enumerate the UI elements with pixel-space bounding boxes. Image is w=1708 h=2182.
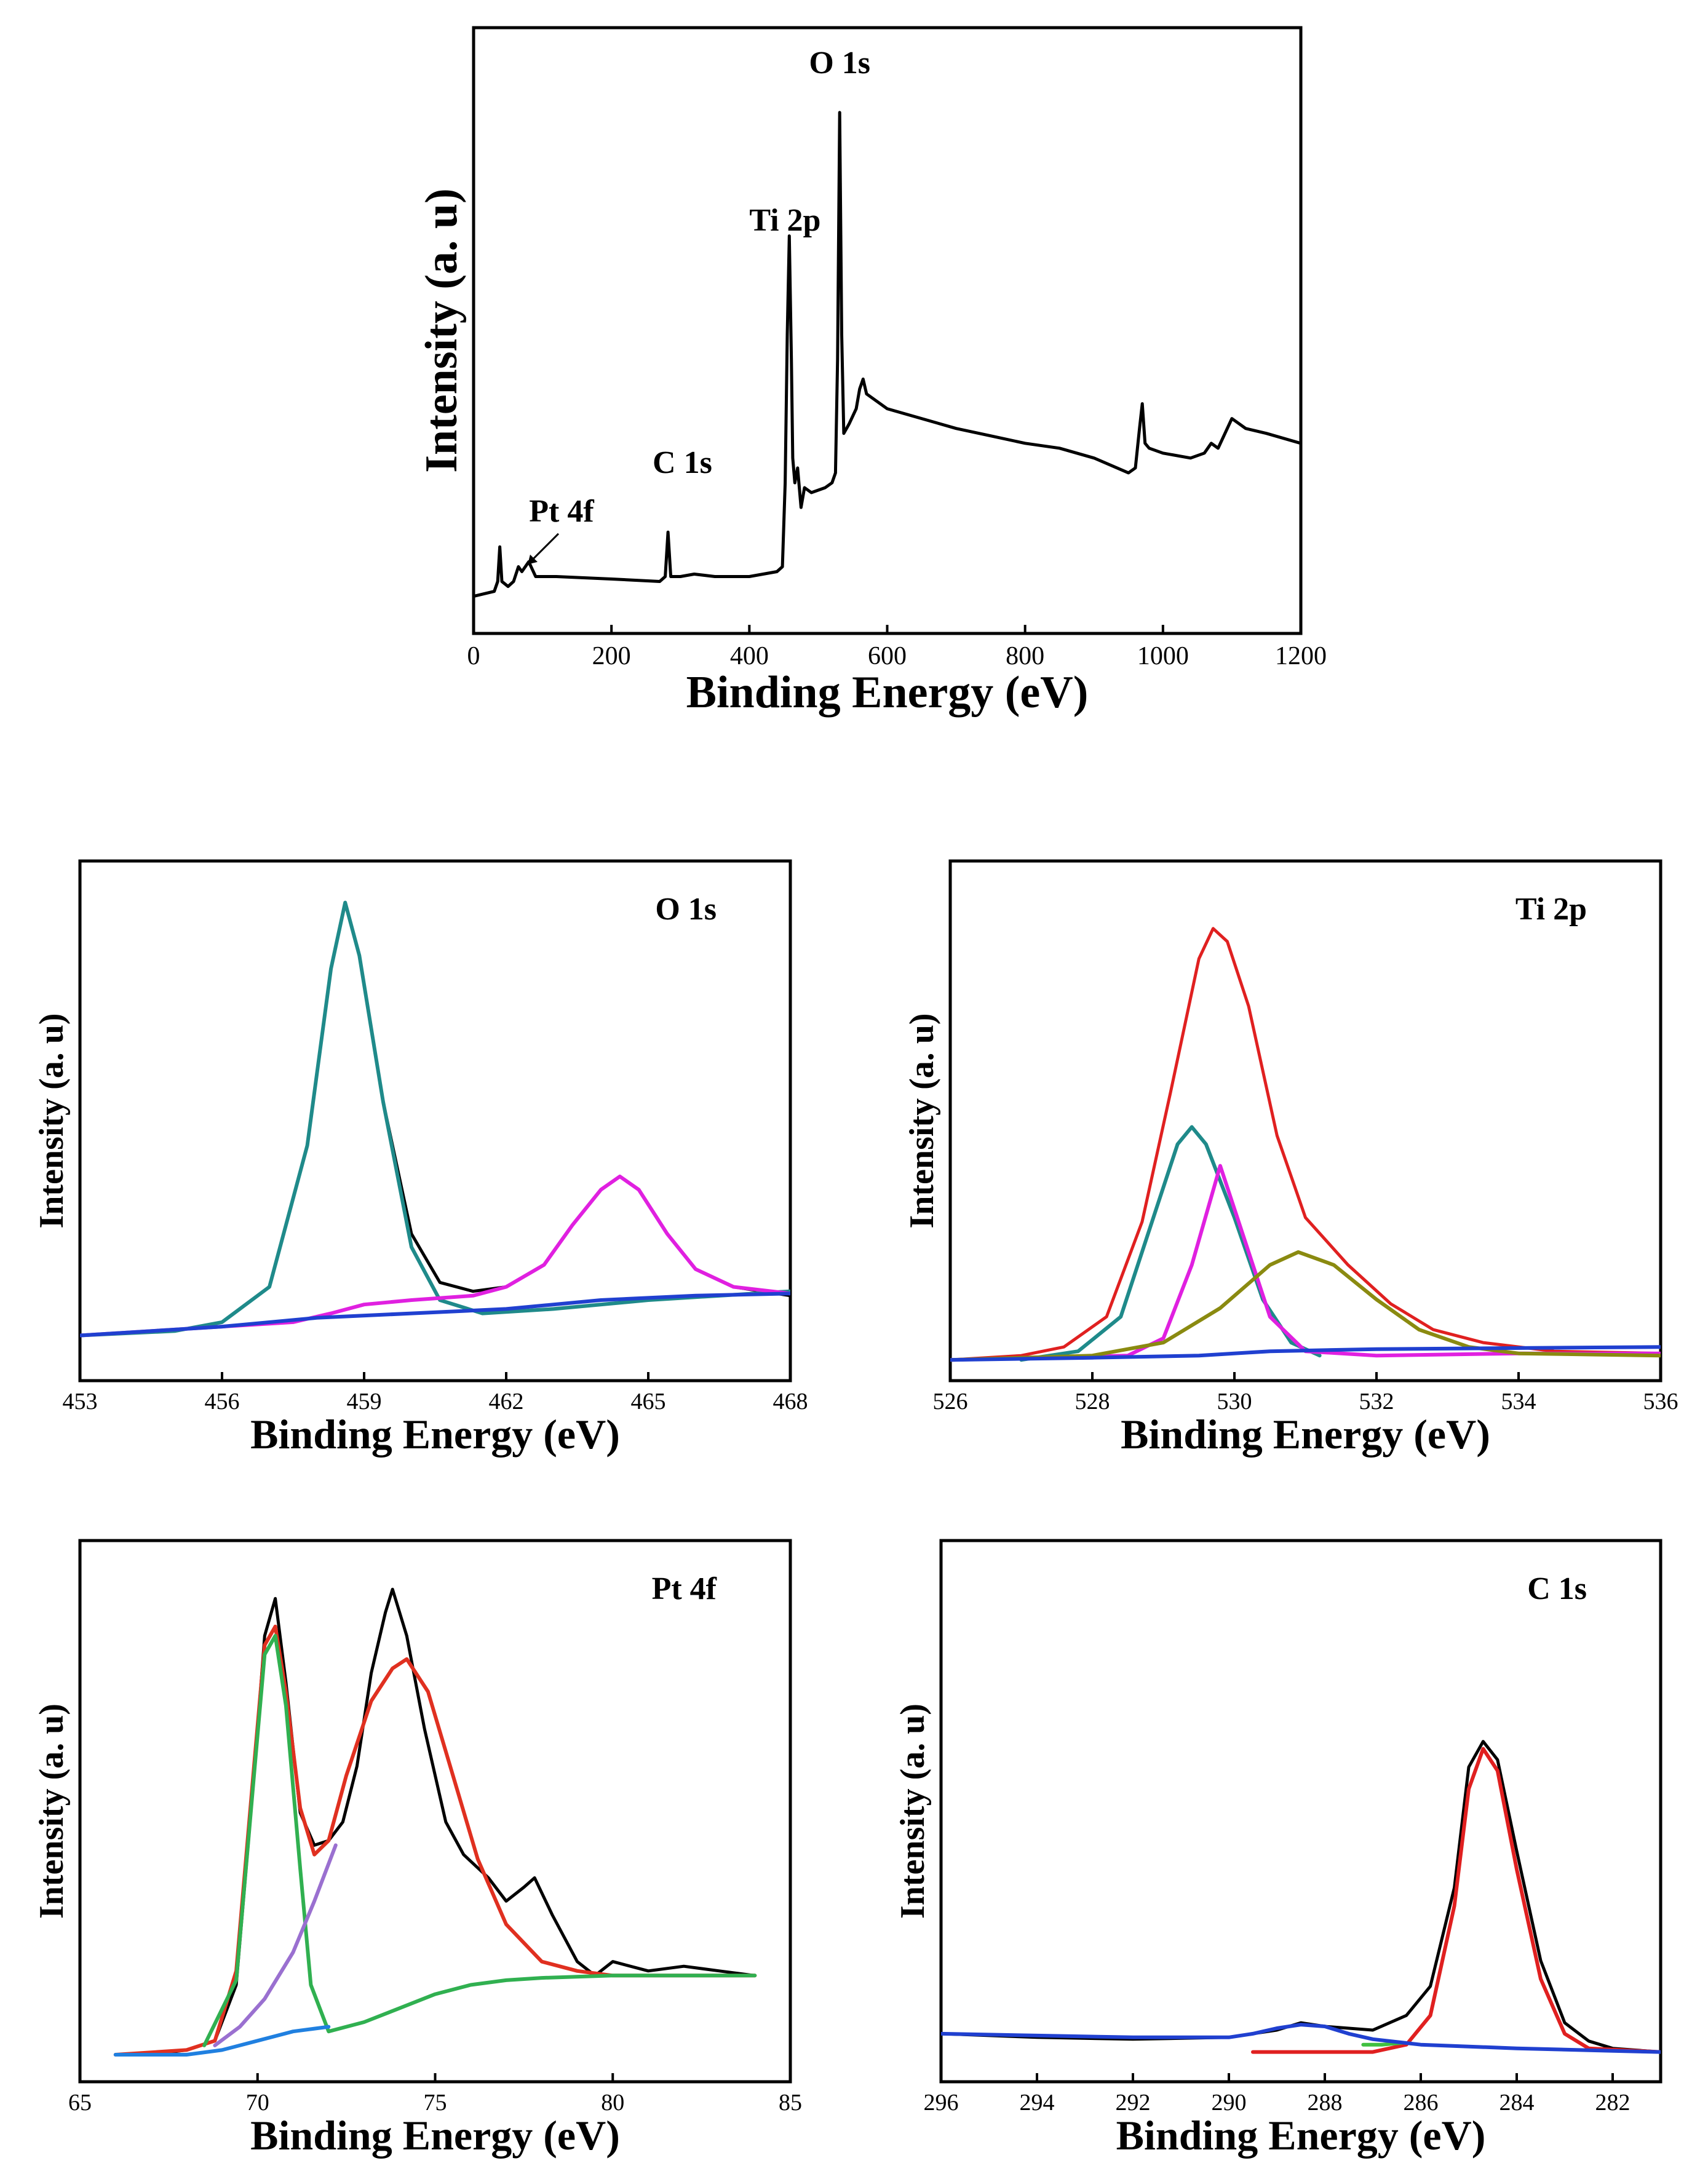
x-tick-label: 468 [773, 1389, 808, 1414]
y-axis-title: Intensity (a. u) [894, 1704, 932, 1919]
x-axis-title: Binding Energy (eV) [686, 667, 1089, 718]
plot-frame [939, 1539, 1662, 2084]
x-tick-label: 456 [205, 1389, 240, 1414]
x-tick-label: 292 [1116, 2090, 1151, 2116]
x-tick-label: 286 [1404, 2090, 1439, 2116]
x-axis-title: Binding Energy (eV) [1116, 2112, 1486, 2159]
series-line-5 [950, 1345, 1661, 1362]
x-tick-label: 85 [779, 2090, 802, 2116]
series-line-2 [113, 1624, 757, 2057]
peak-annotation: Pt 4f [529, 494, 594, 529]
survey-spectrum-panel: 0 200 400 600 800 1000 1200 Binding Energy (eV)… [416, 26, 1327, 718]
x-tick-label: 453 [63, 1389, 98, 1414]
x-tick-label: 288 [1308, 2090, 1343, 2116]
series-line-4 [950, 1250, 1661, 1362]
series-line-4 [941, 2023, 1661, 2054]
x-tick-label: 296 [924, 2090, 959, 2116]
series-line-4 [213, 1843, 338, 2047]
y-axis-title: Intensity (a. u) [416, 188, 467, 473]
x-tick-label: 1200 [1275, 642, 1327, 670]
plot-frame [472, 26, 1303, 635]
x-tick-label: 290 [1212, 2090, 1247, 2116]
panel-title: C 1s [1527, 1571, 1587, 1606]
x-tick-label: 465 [631, 1389, 666, 1414]
series-line-3 [202, 1633, 757, 2047]
plot-frame [948, 859, 1662, 1383]
series-line-1 [114, 1587, 757, 2057]
x-tick-label: 536 [1643, 1389, 1678, 1414]
x-tick-label: 284 [1499, 2090, 1535, 2116]
peak-annotation: C 1s [653, 445, 712, 480]
series-line-5 [113, 2025, 331, 2057]
x-tick-label: 1000 [1137, 642, 1189, 670]
o1s-spectrum-panel: 453 456 459 462 465 468 Binding Energy (eV) Int… [33, 859, 808, 1458]
x-tick-label: 532 [1359, 1389, 1394, 1414]
peak-annotation: O 1s [809, 46, 870, 81]
panel-title: O 1s [655, 892, 717, 927]
series-line-2 [1251, 1747, 1661, 2054]
x-tick-label: 400 [730, 642, 769, 670]
x-tick-label: 600 [868, 642, 907, 670]
series-line-1 [950, 927, 1661, 1362]
ti2p-spectrum-panel: 526 528 530 532 534 536 Binding Energy (eV) Int… [903, 859, 1678, 1458]
x-tick-label: 282 [1595, 2090, 1631, 2116]
x-tick-label: 80 [601, 2090, 624, 2116]
x-tick-label: 75 [424, 2090, 447, 2116]
x-tick-label: 530 [1217, 1389, 1252, 1414]
series-line-3 [950, 1164, 1661, 1362]
peak-annotation: Ti 2p [749, 203, 820, 238]
x-tick-label: 534 [1501, 1389, 1536, 1414]
x-tick-label: 294 [1020, 2090, 1055, 2116]
x-tick-label: 528 [1075, 1389, 1110, 1414]
pt4f-spectrum-panel: 65 70 75 80 85 Binding Energy (eV) Intensity (… [33, 1539, 802, 2159]
series-line-4 [80, 1291, 790, 1338]
x-tick-label: 0 [467, 642, 480, 670]
x-tick-label: 70 [246, 2090, 269, 2116]
x-tick-label: 526 [933, 1389, 968, 1414]
series-line-2 [1019, 1125, 1322, 1362]
series-line-2 [80, 900, 790, 1338]
x-tick-label: 459 [347, 1389, 382, 1414]
x-axis-title: Binding Energy (eV) [250, 2112, 620, 2159]
y-axis-title: Intensity (a. u) [33, 1013, 71, 1228]
x-tick-label: 800 [1006, 642, 1044, 670]
x-tick-label: 462 [489, 1389, 524, 1414]
x-axis-title: Binding Energy (eV) [1121, 1411, 1490, 1458]
x-tick-label: 65 [68, 2090, 92, 2116]
x-tick-label: 200 [592, 642, 631, 670]
panel-title: Pt 4f [652, 1571, 717, 1606]
y-axis-title: Intensity (a. u) [903, 1013, 941, 1228]
c1s-spectrum-panel: 296 294 292 290 288 286 284 282 Binding Energy (… [894, 1539, 1662, 2159]
y-axis-title: Intensity (a. u) [33, 1704, 71, 1919]
series-line-1 [474, 111, 1301, 598]
x-axis-title: Binding Energy (eV) [250, 1411, 620, 1458]
annotation-arrowhead [527, 554, 538, 565]
plot-frame [78, 859, 792, 1383]
plot-frame [78, 1539, 792, 2084]
panel-title: Ti 2p [1515, 892, 1587, 927]
series-line-1 [80, 901, 790, 1337]
